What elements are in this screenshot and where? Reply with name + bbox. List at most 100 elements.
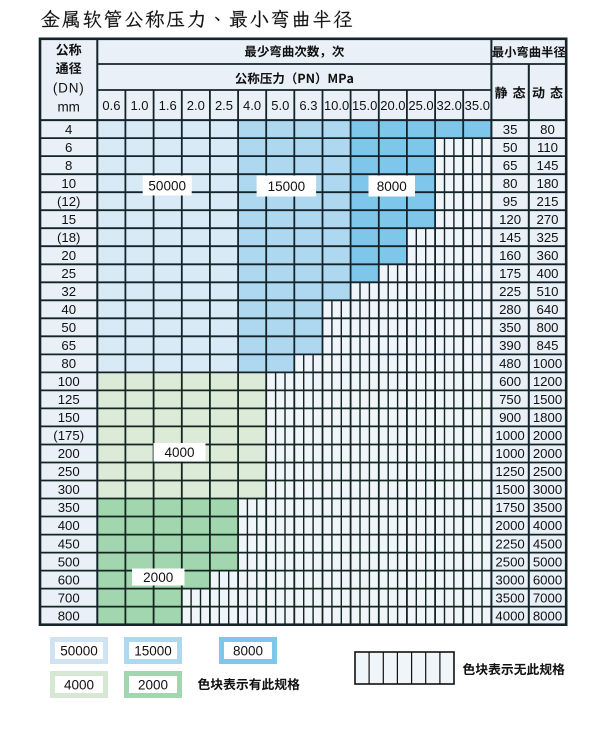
svg-text:400: 400 — [58, 518, 80, 533]
svg-text:1800: 1800 — [533, 410, 562, 425]
svg-text:50000: 50000 — [148, 178, 186, 193]
svg-text:600: 600 — [58, 572, 80, 587]
svg-text:35: 35 — [503, 122, 518, 137]
svg-text:160: 160 — [499, 248, 521, 263]
svg-text:125: 125 — [58, 392, 80, 407]
svg-text:390: 390 — [499, 338, 521, 353]
svg-text:32: 32 — [61, 284, 76, 299]
svg-text:8000: 8000 — [533, 608, 562, 623]
svg-text:32.0: 32.0 — [437, 98, 462, 113]
svg-text:280: 280 — [499, 302, 521, 317]
svg-text:2500: 2500 — [533, 464, 562, 479]
svg-text:400: 400 — [536, 266, 558, 281]
svg-text:145: 145 — [536, 158, 558, 173]
svg-text:150: 150 — [58, 410, 80, 425]
svg-text:mm: mm — [57, 100, 80, 115]
svg-text:2.5: 2.5 — [215, 98, 233, 113]
svg-text:7000: 7000 — [533, 590, 562, 605]
svg-text:750: 750 — [499, 392, 521, 407]
svg-text:15000: 15000 — [268, 179, 306, 194]
svg-text:20.0: 20.0 — [380, 98, 405, 113]
svg-text:65: 65 — [503, 158, 518, 173]
svg-text:6.3: 6.3 — [299, 98, 317, 113]
svg-text:15.0: 15.0 — [352, 98, 377, 113]
svg-text:1000: 1000 — [495, 428, 524, 443]
svg-text:1750: 1750 — [495, 500, 524, 515]
svg-text:80: 80 — [503, 176, 518, 191]
svg-text:50: 50 — [503, 140, 518, 155]
svg-text:600: 600 — [499, 374, 521, 389]
svg-text:0.6: 0.6 — [102, 98, 120, 113]
svg-text:900: 900 — [499, 410, 521, 425]
svg-text:1.0: 1.0 — [130, 98, 148, 113]
svg-text:5000: 5000 — [533, 554, 562, 569]
svg-text:480: 480 — [499, 356, 521, 371]
svg-text:3000: 3000 — [533, 482, 562, 497]
svg-text:1250: 1250 — [495, 464, 524, 479]
svg-text:2250: 2250 — [495, 536, 524, 551]
svg-text:1500: 1500 — [533, 392, 562, 407]
svg-text:(175): (175) — [53, 428, 84, 443]
svg-text:80: 80 — [61, 356, 76, 371]
svg-text:10.0: 10.0 — [324, 98, 349, 113]
svg-text:145: 145 — [499, 230, 521, 245]
svg-text:350: 350 — [499, 320, 521, 335]
svg-text:200: 200 — [58, 446, 80, 461]
svg-text:8000: 8000 — [233, 643, 263, 658]
svg-text:4: 4 — [65, 122, 72, 137]
svg-text:20: 20 — [61, 248, 76, 263]
svg-text:(12): (12) — [57, 194, 80, 209]
svg-text:3000: 3000 — [495, 572, 524, 587]
svg-text:3500: 3500 — [533, 500, 562, 515]
svg-text:2000: 2000 — [143, 570, 173, 585]
svg-text:700: 700 — [58, 590, 80, 605]
svg-text:4000: 4000 — [64, 677, 94, 692]
svg-text:1000: 1000 — [495, 446, 524, 461]
svg-text:80: 80 — [540, 122, 555, 137]
svg-text:2.0: 2.0 — [187, 98, 205, 113]
svg-text:25.0: 25.0 — [408, 98, 433, 113]
svg-text:3500: 3500 — [495, 590, 524, 605]
svg-text:180: 180 — [536, 176, 558, 191]
svg-text:270: 270 — [536, 212, 558, 227]
svg-text:100: 100 — [58, 374, 80, 389]
svg-text:1200: 1200 — [533, 374, 562, 389]
svg-text:800: 800 — [536, 320, 558, 335]
svg-text:1.6: 1.6 — [159, 98, 177, 113]
svg-text:1000: 1000 — [533, 356, 562, 371]
svg-text:640: 640 — [536, 302, 558, 317]
svg-text:6: 6 — [65, 140, 72, 155]
svg-text:800: 800 — [58, 608, 80, 623]
svg-text:5.0: 5.0 — [271, 98, 289, 113]
svg-text:6000: 6000 — [533, 572, 562, 587]
svg-text:25: 25 — [61, 266, 76, 281]
svg-text:50: 50 — [61, 320, 76, 335]
svg-text:15: 15 — [61, 212, 76, 227]
svg-text:450: 450 — [58, 536, 80, 551]
svg-text:95: 95 — [503, 194, 518, 209]
svg-text:2000: 2000 — [495, 518, 524, 533]
svg-text:65: 65 — [61, 338, 76, 353]
svg-text:175: 175 — [499, 266, 521, 281]
svg-text:250: 250 — [58, 464, 80, 479]
svg-text:500: 500 — [58, 554, 80, 569]
svg-text:1500: 1500 — [495, 482, 524, 497]
svg-text:845: 845 — [536, 338, 558, 353]
svg-text:8: 8 — [65, 158, 72, 173]
svg-text:4.0: 4.0 — [243, 98, 261, 113]
svg-text:4000: 4000 — [495, 608, 524, 623]
svg-text:4500: 4500 — [533, 536, 562, 551]
svg-text:40: 40 — [61, 302, 76, 317]
svg-text:2500: 2500 — [495, 554, 524, 569]
svg-text:325: 325 — [536, 230, 558, 245]
svg-text:110: 110 — [537, 140, 558, 155]
svg-text:300: 300 — [58, 482, 80, 497]
svg-text:(DN): (DN) — [53, 81, 85, 96]
svg-text:8000: 8000 — [377, 179, 407, 194]
svg-text:2000: 2000 — [533, 428, 562, 443]
svg-text:2000: 2000 — [533, 446, 562, 461]
svg-text:(18): (18) — [57, 230, 80, 245]
svg-text:350: 350 — [58, 500, 80, 515]
svg-text:15000: 15000 — [134, 643, 172, 658]
svg-text:35.0: 35.0 — [465, 98, 490, 113]
